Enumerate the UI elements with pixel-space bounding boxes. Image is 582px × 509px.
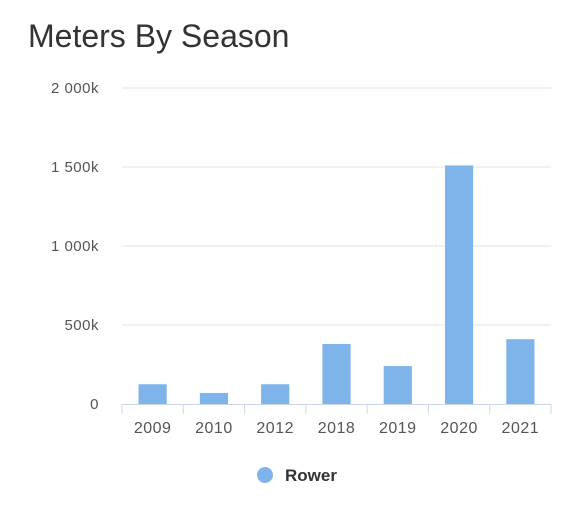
y-axis: 0 500k 1 000k 1 500k 2 000k	[51, 80, 99, 413]
legend-label[interactable]: Rower	[285, 466, 337, 485]
y-tick-label: 500k	[64, 317, 99, 334]
chart-title: Meters By Season	[28, 18, 290, 54]
x-tick-label: 2009	[134, 420, 172, 437]
x-tick-label: 2021	[502, 420, 540, 437]
gridlines	[122, 87, 551, 326]
y-tick-label: 0	[90, 396, 99, 413]
x-tick-label: 2018	[318, 420, 356, 437]
x-tick-label: 2019	[379, 420, 417, 437]
y-tick-label: 2 000k	[51, 80, 99, 97]
bar-2018[interactable]	[322, 343, 351, 404]
x-tick-label: 2012	[256, 420, 294, 437]
legend-marker[interactable]	[257, 467, 273, 483]
bar-2010[interactable]	[199, 392, 229, 404]
bar-2021[interactable]	[506, 339, 535, 404]
y-tick-label: 1 500k	[51, 159, 99, 176]
x-axis: 2009 2010 2012 2018 2019 2020 2021	[121, 404, 552, 437]
y-tick-label: 1 000k	[51, 238, 99, 255]
x-tick-label: 2010	[195, 420, 233, 437]
bar-2009[interactable]	[138, 384, 167, 404]
bars[interactable]	[138, 165, 535, 404]
bar-2012[interactable]	[261, 384, 290, 404]
legend[interactable]: Rower	[257, 466, 337, 485]
bar-2020[interactable]	[444, 165, 474, 404]
bar-2019[interactable]	[383, 366, 412, 404]
x-tick-label: 2020	[440, 420, 478, 437]
